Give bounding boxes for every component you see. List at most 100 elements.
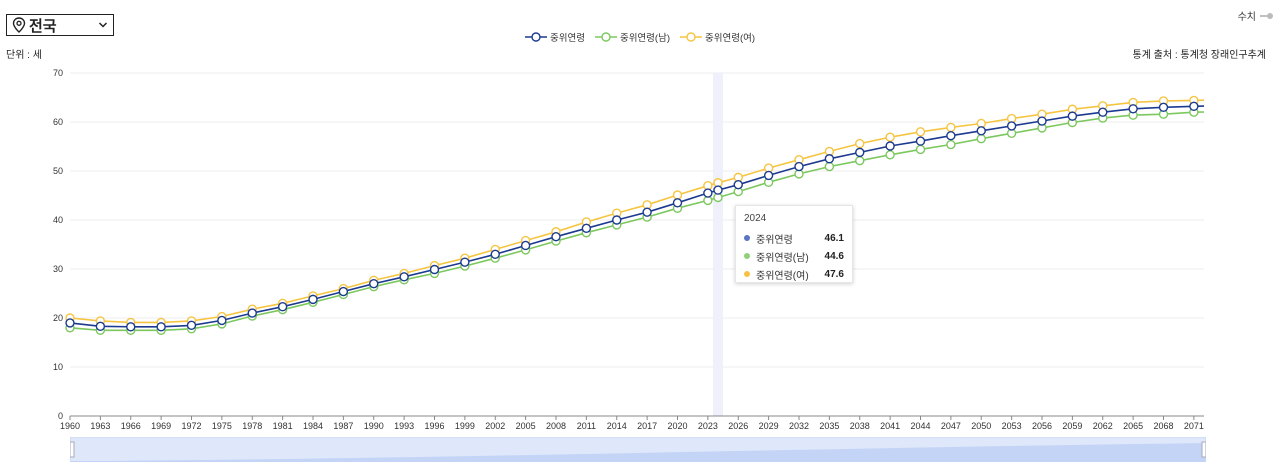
data-point[interactable] [217, 315, 227, 326]
series-line-1 [69, 111, 1205, 332]
data-point[interactable] [642, 207, 652, 217]
data-point[interactable] [713, 185, 723, 195]
data-point[interactable] [763, 170, 774, 181]
legend-item-1[interactable]: 중위연령(남) [594, 30, 670, 44]
data-point[interactable] [885, 141, 895, 151]
x-tick-label: 2068 [1153, 421, 1173, 431]
data-point[interactable] [885, 150, 895, 160]
data-point[interactable] [1067, 111, 1078, 121]
y-tick-label: 10 [53, 362, 63, 372]
legend-item-0[interactable]: 중위연령 [524, 30, 585, 44]
data-point[interactable] [1189, 101, 1199, 112]
navigator-left-handle[interactable] [70, 441, 75, 458]
data-point[interactable] [277, 302, 288, 312]
data-point[interactable] [186, 320, 197, 331]
x-tick-label: 2041 [880, 421, 900, 431]
data-point[interactable] [855, 147, 865, 158]
y-tick-label: 0 [58, 411, 63, 421]
data-point[interactable] [1128, 104, 1138, 114]
legend-marker-icon [594, 32, 617, 42]
x-tick-label: 1969 [151, 421, 171, 431]
x-tick-label: 1987 [333, 421, 353, 431]
data-point[interactable] [946, 139, 956, 150]
legend-label: 중위연령 [549, 33, 585, 44]
data-point[interactable] [946, 131, 956, 141]
tooltip-series-value: 44.6 [824, 250, 844, 262]
data-point[interactable] [794, 161, 804, 172]
x-tick-label: 1981 [273, 421, 293, 431]
x-tick-label: 2062 [1093, 421, 1113, 431]
series-line-0 [69, 105, 1205, 328]
x-tick-label: 2053 [1002, 421, 1022, 431]
value-label-toggle[interactable]: 수치 [1238, 8, 1274, 23]
data-point[interactable] [156, 322, 166, 332]
data-point[interactable] [247, 308, 257, 318]
legend-label: 중위연령(남) [619, 33, 670, 44]
data-point[interactable] [460, 257, 470, 267]
x-tick-label: 1963 [90, 421, 110, 431]
data-point[interactable] [915, 127, 926, 137]
tooltip-series-value: 46.1 [824, 232, 844, 244]
x-tick-label: 2032 [789, 421, 809, 431]
data-point[interactable] [915, 136, 926, 146]
data-point[interactable] [338, 286, 349, 297]
data-point[interactable] [733, 180, 743, 190]
data-point[interactable] [1098, 107, 1108, 117]
data-point[interactable] [703, 188, 713, 198]
x-tick-label: 2047 [941, 421, 961, 431]
hover-band [713, 73, 723, 416]
y-tick-label: 60 [53, 117, 63, 127]
data-point[interactable] [126, 322, 136, 332]
data-point[interactable] [1006, 121, 1017, 131]
x-tick-label: 1975 [212, 421, 232, 431]
y-tick-label: 30 [53, 264, 63, 274]
data-point[interactable] [308, 294, 318, 305]
tooltip-series-value: 47.6 [824, 268, 844, 280]
data-point[interactable] [551, 231, 561, 242]
data-point[interactable] [824, 154, 835, 164]
data-point[interactable] [65, 318, 75, 328]
x-tick-label: 1999 [455, 421, 475, 431]
data-point[interactable] [855, 156, 865, 166]
x-tick-label: 1990 [364, 421, 384, 431]
data-point[interactable] [520, 240, 531, 251]
data-point[interactable] [976, 133, 986, 144]
x-tick-label: 2029 [759, 421, 779, 431]
data-point[interactable] [429, 264, 440, 275]
series-points[interactable] [65, 95, 1199, 335]
region-select[interactable]: 전국 [6, 14, 114, 36]
x-tick-label: 2038 [850, 421, 870, 431]
data-point[interactable] [95, 321, 106, 332]
tooltip-row: 중위연령(남) 44.6 [744, 247, 844, 265]
data-point[interactable] [672, 198, 683, 208]
axes: 0 10 20 30 40 50 60 70 1960 1963 1966 1969 1972 1975 1… [53, 68, 1204, 431]
data-point[interactable] [855, 138, 865, 149]
y-tick-label: 20 [53, 313, 63, 323]
legend-item-2[interactable]: 중위연령(여) [679, 30, 755, 44]
data-point[interactable] [946, 122, 956, 133]
data-point[interactable] [885, 132, 895, 142]
x-tick-label: 1984 [303, 421, 323, 431]
data-point[interactable] [672, 190, 683, 200]
data-point[interactable] [612, 215, 622, 225]
x-tick-label: 2011 [577, 421, 596, 431]
data-point[interactable] [581, 223, 592, 234]
tooltip-series-name: 중위연령 [756, 234, 793, 246]
navigator-right-handle[interactable] [1201, 441, 1206, 458]
tooltip-dot-2 [744, 271, 750, 277]
x-tick-label: 2026 [728, 421, 748, 431]
x-tick-label: 2014 [607, 421, 627, 431]
region-select-value: 전국 [29, 17, 57, 35]
data-point[interactable] [369, 279, 379, 289]
range-navigator[interactable] [70, 437, 1206, 462]
x-tick-label: 1960 [60, 421, 80, 431]
x-tick-label: 2050 [971, 421, 991, 431]
data-point[interactable] [976, 126, 986, 136]
data-point[interactable] [1037, 116, 1047, 126]
data-point[interactable] [490, 249, 500, 260]
data-point[interactable] [1158, 102, 1169, 113]
data-point[interactable] [824, 161, 835, 172]
data-point[interactable] [915, 144, 926, 155]
data-point[interactable] [399, 272, 409, 282]
